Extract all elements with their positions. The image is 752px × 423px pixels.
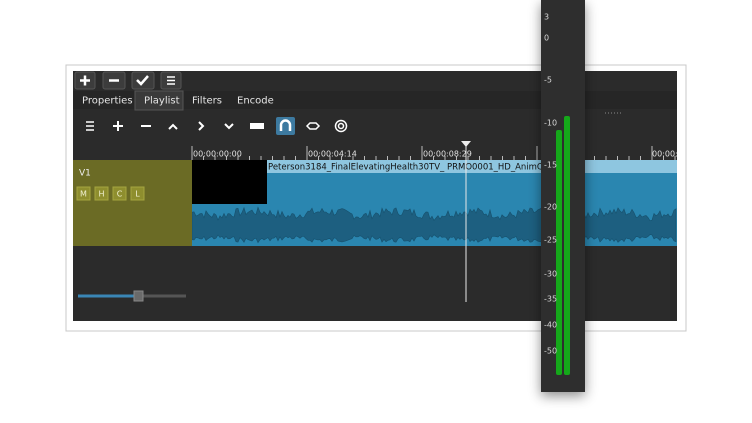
thumbnail xyxy=(192,160,267,204)
tab-label[interactable]: Playlist xyxy=(144,96,180,107)
clip-title: Peterson3184_FinalElevatingHealth30TV_ P… xyxy=(268,163,548,173)
meter-bar-left xyxy=(556,130,562,375)
audio-meter: 3 0 -5 -10 -15 -20 -25 -30 -35 -40 -50 xyxy=(541,0,585,392)
track-button[interactable] xyxy=(76,186,91,201)
timecode: 00:00:04:14 xyxy=(308,150,357,159)
meter-scale-label: -25 xyxy=(544,236,557,245)
tab-strip xyxy=(73,91,677,109)
meter-scale-label: -10 xyxy=(544,119,557,128)
timecode: 00:00:00:00 xyxy=(193,150,242,159)
meter-scale-label: -20 xyxy=(544,203,557,212)
scrub-icon[interactable] xyxy=(334,119,348,133)
tab-label[interactable]: Properties xyxy=(82,96,133,107)
meter-scale-label: -50 xyxy=(544,347,557,356)
ruler: 00:00:00:00 00:00:04:14 00:00:08:29 00:00: xyxy=(191,142,678,160)
meter-panel xyxy=(541,0,585,392)
icon xyxy=(167,76,175,85)
track-header xyxy=(73,160,192,246)
clip-area: Peterson3184_FinalElevatingHealth30TV_ P… xyxy=(192,160,677,246)
tab-label[interactable]: Filters xyxy=(192,96,222,107)
timecode: 00:00: xyxy=(652,150,678,159)
track-button-label: L xyxy=(135,190,140,199)
meter-bar-right xyxy=(564,116,570,375)
top-buttons xyxy=(74,71,182,90)
meter-scale-label: -40 xyxy=(544,321,557,330)
icon xyxy=(136,75,149,86)
timecode: 00:00:08:29 xyxy=(423,150,472,159)
meter-scale-label: -5 xyxy=(544,76,552,85)
track-name: V1 xyxy=(79,169,91,179)
insert-icon[interactable] xyxy=(224,123,234,130)
meter-scale-label: 0 xyxy=(544,34,549,43)
zoom-handle[interactable] xyxy=(133,290,144,302)
track-button[interactable] xyxy=(112,186,127,201)
active-tab[interactable] xyxy=(134,90,184,111)
menu-icon[interactable] xyxy=(86,121,94,131)
snap-icon xyxy=(279,119,292,131)
lift-icon[interactable] xyxy=(168,123,178,130)
track-button[interactable] xyxy=(130,186,145,201)
scrub-icon-inner xyxy=(337,122,345,130)
timeline-toolbar xyxy=(86,117,348,135)
meter-scale-label: -15 xyxy=(544,161,557,170)
icon xyxy=(80,75,90,86)
ripple-icon[interactable] xyxy=(305,122,321,130)
meter-scale-label: -30 xyxy=(544,270,557,279)
playhead-handle[interactable] xyxy=(461,141,471,147)
tab-bar: Properties Playlist Filters Encode xyxy=(73,90,677,111)
tab-label[interactable]: Encode xyxy=(237,96,274,107)
overwrite-icon[interactable] xyxy=(198,121,205,131)
track-button-label: M xyxy=(80,190,87,199)
track-button[interactable] xyxy=(94,186,109,201)
split-icon[interactable] xyxy=(250,123,264,129)
track-button-label: H xyxy=(98,190,104,199)
meter-scale-label: -35 xyxy=(544,295,557,304)
meter-scale-label: 3 xyxy=(544,13,549,22)
append-icon[interactable] xyxy=(113,121,123,131)
track-button-label: C xyxy=(117,190,123,199)
